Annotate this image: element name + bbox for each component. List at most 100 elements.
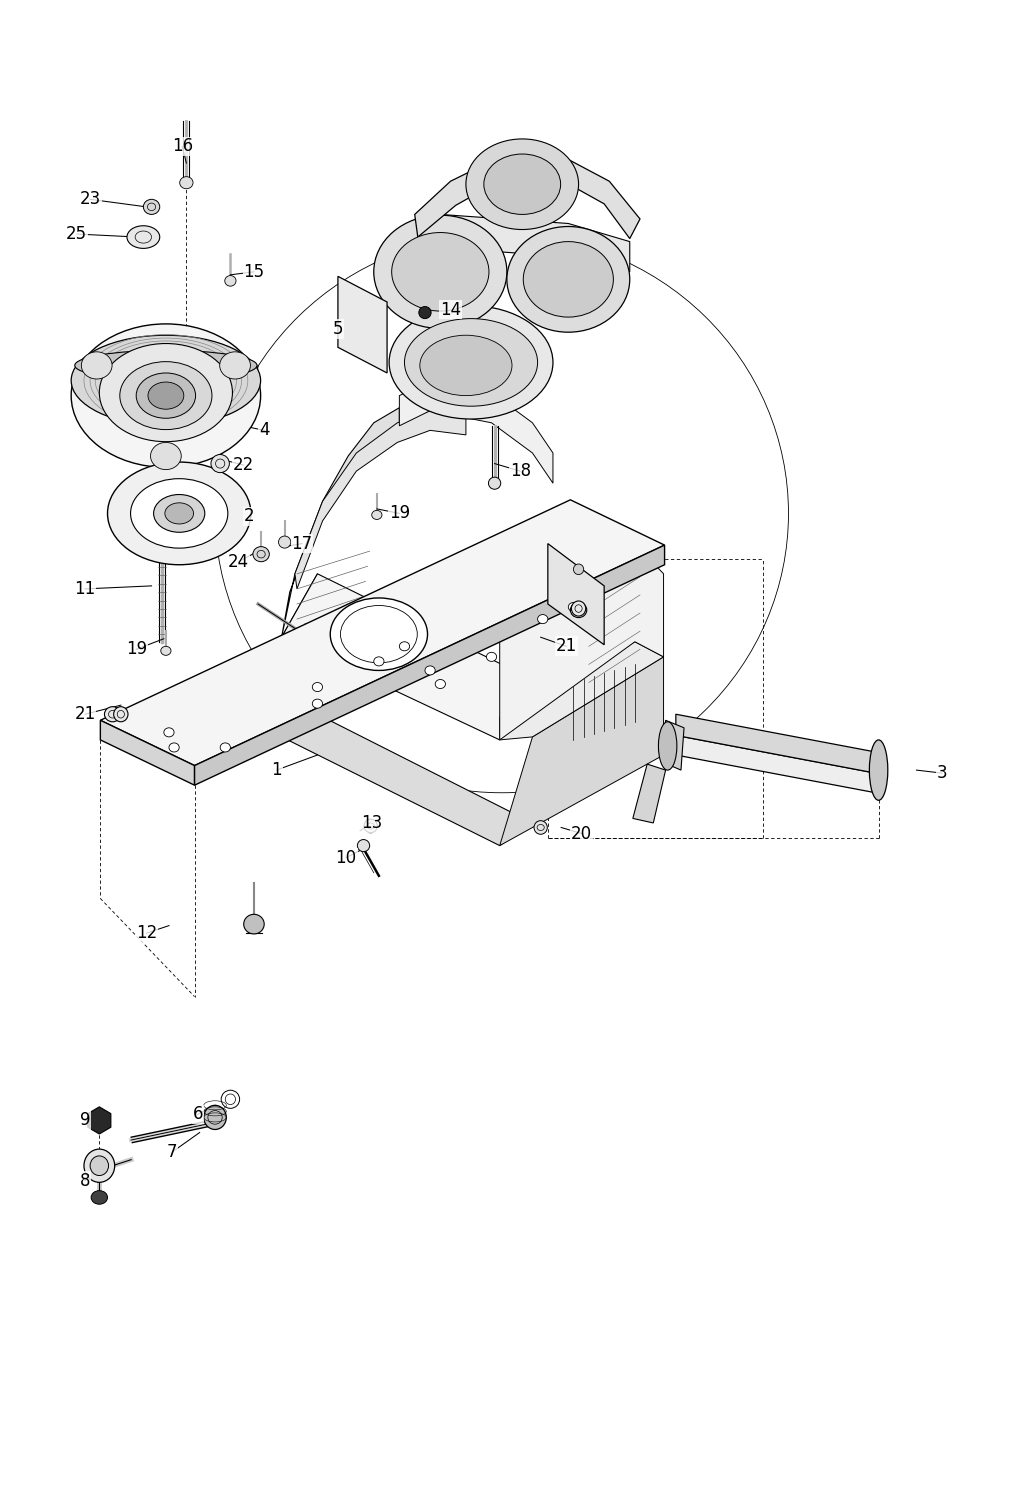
Text: 13: 13	[361, 814, 382, 832]
Ellipse shape	[357, 840, 370, 852]
Ellipse shape	[419, 307, 431, 319]
Polygon shape	[195, 545, 665, 785]
Ellipse shape	[75, 350, 257, 381]
Ellipse shape	[99, 343, 232, 441]
Polygon shape	[500, 544, 664, 740]
Ellipse shape	[72, 325, 260, 468]
Polygon shape	[500, 642, 664, 740]
Polygon shape	[404, 214, 630, 272]
Ellipse shape	[435, 680, 445, 689]
Polygon shape	[676, 735, 876, 793]
Ellipse shape	[568, 602, 579, 612]
Text: 16: 16	[172, 137, 193, 156]
Ellipse shape	[91, 1190, 108, 1205]
Text: 24: 24	[228, 553, 249, 571]
Ellipse shape	[374, 657, 384, 666]
Polygon shape	[399, 381, 553, 483]
Ellipse shape	[220, 352, 251, 379]
Ellipse shape	[312, 683, 323, 692]
Polygon shape	[415, 151, 640, 239]
Text: 4: 4	[259, 421, 269, 439]
Ellipse shape	[72, 335, 260, 426]
Ellipse shape	[484, 154, 561, 214]
Ellipse shape	[131, 479, 227, 548]
Polygon shape	[100, 500, 665, 766]
Ellipse shape	[365, 818, 377, 834]
Text: 15: 15	[244, 263, 264, 281]
Ellipse shape	[148, 382, 184, 409]
Polygon shape	[282, 574, 317, 737]
Polygon shape	[88, 1107, 111, 1134]
Polygon shape	[500, 657, 664, 846]
Ellipse shape	[120, 362, 212, 429]
Polygon shape	[295, 411, 466, 589]
Ellipse shape	[488, 477, 501, 489]
Ellipse shape	[425, 666, 435, 675]
Ellipse shape	[204, 1105, 226, 1129]
Text: 21: 21	[556, 637, 577, 655]
Ellipse shape	[114, 707, 128, 722]
Ellipse shape	[136, 373, 196, 418]
Text: 9: 9	[80, 1111, 90, 1129]
Text: 6: 6	[193, 1105, 203, 1123]
Polygon shape	[282, 408, 399, 637]
Ellipse shape	[372, 510, 382, 519]
Text: 19: 19	[389, 504, 410, 522]
Polygon shape	[282, 574, 532, 740]
Text: 22: 22	[233, 456, 254, 474]
Ellipse shape	[507, 226, 630, 332]
Ellipse shape	[225, 275, 236, 287]
Ellipse shape	[244, 914, 264, 933]
Polygon shape	[676, 714, 876, 773]
Ellipse shape	[169, 743, 179, 752]
Text: 12: 12	[136, 924, 157, 942]
Text: 8: 8	[80, 1172, 90, 1190]
Ellipse shape	[165, 503, 194, 524]
Ellipse shape	[211, 455, 229, 473]
Text: 21: 21	[75, 705, 95, 723]
Ellipse shape	[404, 319, 538, 406]
Text: 11: 11	[75, 580, 95, 598]
Ellipse shape	[330, 598, 428, 670]
Ellipse shape	[374, 216, 507, 329]
Ellipse shape	[389, 305, 553, 420]
Ellipse shape	[573, 565, 584, 574]
Ellipse shape	[220, 743, 230, 752]
Ellipse shape	[221, 1090, 240, 1108]
Text: 20: 20	[571, 824, 592, 843]
Polygon shape	[548, 544, 604, 645]
Ellipse shape	[108, 462, 251, 565]
Polygon shape	[338, 276, 387, 373]
Ellipse shape	[571, 601, 586, 616]
Ellipse shape	[538, 615, 548, 624]
Ellipse shape	[466, 139, 579, 230]
Text: 5: 5	[333, 320, 343, 338]
Ellipse shape	[90, 1157, 109, 1175]
Ellipse shape	[154, 495, 205, 533]
Ellipse shape	[104, 707, 121, 722]
Ellipse shape	[312, 699, 323, 708]
Ellipse shape	[253, 547, 269, 562]
Polygon shape	[664, 720, 684, 770]
Ellipse shape	[869, 740, 888, 800]
Text: 18: 18	[510, 462, 530, 480]
Polygon shape	[100, 720, 195, 785]
Ellipse shape	[279, 536, 291, 548]
Ellipse shape	[399, 642, 410, 651]
Text: 23: 23	[80, 190, 100, 208]
Ellipse shape	[161, 646, 171, 655]
Text: 17: 17	[292, 535, 312, 553]
Text: 3: 3	[937, 764, 947, 782]
Text: 10: 10	[336, 849, 356, 867]
Text: 2: 2	[244, 507, 254, 525]
Ellipse shape	[535, 821, 547, 834]
Text: 19: 19	[126, 640, 146, 658]
Polygon shape	[633, 764, 666, 823]
Text: 1: 1	[271, 761, 282, 779]
Ellipse shape	[81, 352, 112, 379]
Ellipse shape	[420, 335, 512, 396]
Ellipse shape	[127, 225, 160, 248]
Ellipse shape	[84, 1149, 115, 1182]
Ellipse shape	[523, 242, 613, 317]
Ellipse shape	[180, 177, 193, 189]
